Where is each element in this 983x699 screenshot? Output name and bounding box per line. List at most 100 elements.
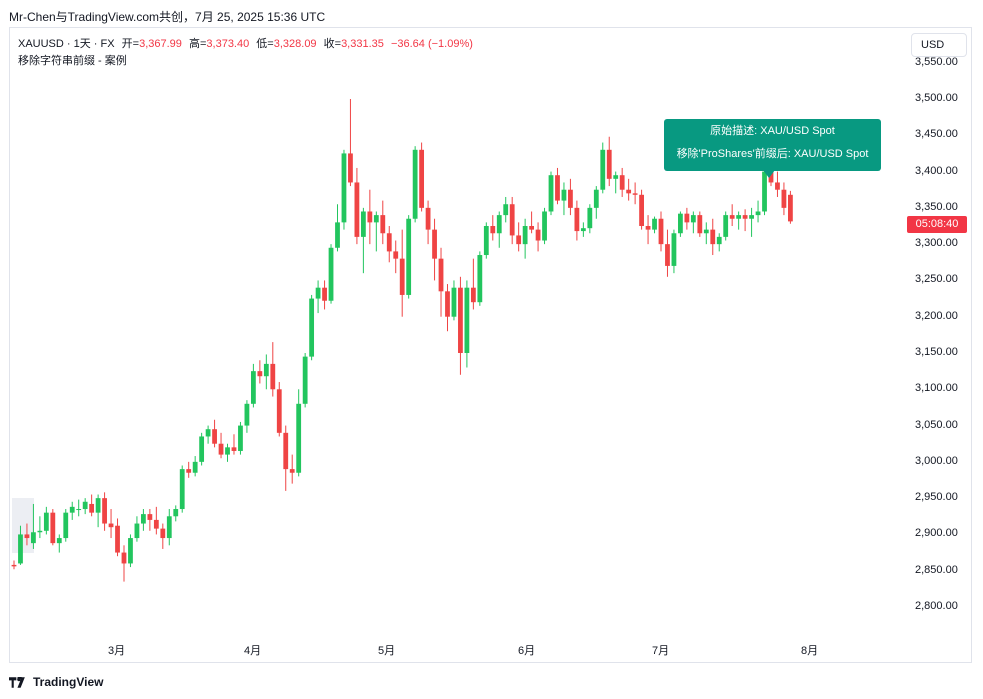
candle bbox=[89, 494, 95, 517]
tooltip-tail bbox=[763, 170, 775, 178]
candle bbox=[483, 222, 489, 259]
candle-body bbox=[788, 194, 793, 222]
candle bbox=[289, 454, 295, 484]
candle-body bbox=[199, 436, 205, 462]
candle bbox=[393, 240, 399, 274]
candle-body bbox=[477, 255, 483, 303]
candle-body bbox=[50, 512, 56, 544]
candle-body bbox=[360, 211, 366, 237]
candle bbox=[723, 211, 729, 241]
candle-body bbox=[76, 509, 82, 511]
candle bbox=[121, 545, 127, 582]
candle-body bbox=[522, 226, 528, 245]
candle-body bbox=[483, 226, 489, 256]
symbol-info[interactable]: XAUUSD · 1天 · FX bbox=[18, 38, 115, 50]
indicator-title[interactable]: 移除字符串前缀 - 案例 bbox=[18, 55, 127, 67]
candle-body bbox=[225, 447, 230, 455]
candle bbox=[568, 178, 573, 216]
candle bbox=[192, 456, 198, 477]
candle bbox=[775, 171, 780, 197]
candle-body bbox=[373, 215, 379, 223]
price-tick-label: 3,000.00 bbox=[915, 454, 958, 467]
candle-body bbox=[309, 298, 315, 357]
candle-body bbox=[380, 215, 386, 234]
candle bbox=[593, 186, 599, 219]
footer-brand[interactable]: TradingView bbox=[33, 675, 104, 689]
close-value: 3,331.35 bbox=[341, 38, 384, 50]
candle-body bbox=[606, 149, 612, 179]
candle bbox=[548, 171, 554, 216]
candle-body bbox=[432, 229, 437, 259]
candle-body bbox=[205, 429, 211, 437]
candle-body bbox=[503, 204, 509, 216]
candle-body bbox=[82, 501, 88, 510]
candle-body bbox=[613, 175, 619, 179]
candle-body bbox=[393, 251, 399, 259]
candle-body bbox=[89, 503, 95, 513]
candle-body bbox=[762, 171, 767, 212]
candle bbox=[173, 505, 179, 522]
candle bbox=[82, 498, 88, 515]
price-tick-label: 3,400.00 bbox=[915, 164, 958, 177]
candle bbox=[425, 200, 431, 245]
candle bbox=[781, 182, 787, 216]
candle bbox=[257, 360, 263, 384]
candle-body bbox=[11, 564, 17, 567]
candle-body bbox=[723, 215, 729, 237]
candle-body bbox=[341, 153, 347, 223]
candle bbox=[43, 506, 49, 535]
price-tick-label: 3,050.00 bbox=[915, 418, 958, 431]
candle-body bbox=[639, 194, 644, 226]
candle bbox=[225, 443, 230, 462]
candle bbox=[166, 509, 172, 546]
candle bbox=[697, 211, 703, 237]
price-tick-label: 2,900.00 bbox=[915, 527, 958, 540]
candle-body bbox=[95, 498, 101, 513]
candle-body bbox=[496, 215, 502, 234]
candle bbox=[18, 525, 23, 565]
currency-button[interactable]: USD bbox=[911, 33, 967, 57]
candle bbox=[231, 434, 237, 455]
candle bbox=[186, 461, 192, 478]
candle-body bbox=[678, 213, 683, 234]
candle bbox=[535, 222, 541, 252]
candle bbox=[574, 200, 580, 241]
candle-body bbox=[697, 215, 703, 234]
candle-body bbox=[322, 287, 327, 301]
candle bbox=[736, 211, 742, 230]
candle-body bbox=[354, 182, 360, 237]
candle-body bbox=[250, 371, 256, 404]
candle bbox=[509, 196, 515, 245]
candle-body bbox=[263, 363, 269, 377]
candle bbox=[684, 207, 690, 230]
candle bbox=[315, 280, 321, 314]
candle bbox=[95, 494, 101, 528]
candle-body bbox=[626, 189, 632, 194]
candle bbox=[386, 226, 392, 263]
candle-body bbox=[289, 469, 295, 473]
candle-body bbox=[153, 519, 159, 529]
candle-body bbox=[755, 211, 761, 216]
candle-body bbox=[128, 538, 133, 564]
candle-body bbox=[399, 258, 405, 295]
candle bbox=[613, 171, 619, 194]
candle-body bbox=[231, 447, 237, 451]
candle bbox=[108, 509, 114, 539]
candle-body bbox=[665, 244, 670, 266]
candle bbox=[341, 149, 347, 230]
candle-body bbox=[367, 211, 373, 223]
candle-body bbox=[555, 175, 560, 201]
candle-body bbox=[192, 461, 198, 473]
candle-body bbox=[141, 514, 146, 524]
candle bbox=[496, 211, 502, 248]
candle bbox=[63, 509, 69, 542]
candle bbox=[115, 518, 120, 557]
candle-body bbox=[335, 222, 340, 248]
candle bbox=[432, 218, 437, 281]
candle-body bbox=[445, 291, 450, 317]
price-tick-label: 3,550.00 bbox=[915, 55, 958, 68]
price-tick-label: 3,250.00 bbox=[915, 273, 958, 286]
price-tick-label: 3,300.00 bbox=[915, 237, 958, 250]
candle bbox=[716, 233, 722, 252]
